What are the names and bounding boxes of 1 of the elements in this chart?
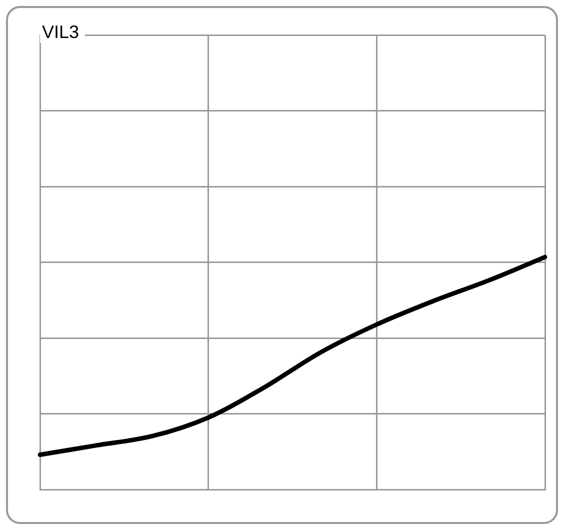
chart-title: VIL3 — [40, 22, 86, 43]
